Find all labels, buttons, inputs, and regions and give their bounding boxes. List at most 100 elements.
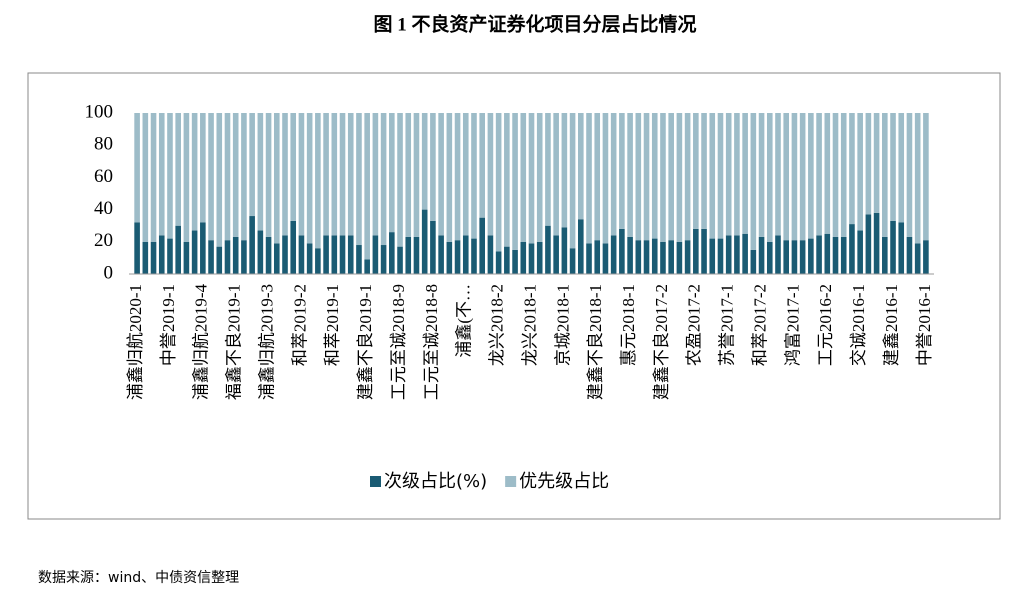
- bar-segment: [372, 235, 379, 274]
- bar-segment: [849, 224, 855, 274]
- bar-segment: [701, 113, 707, 229]
- bar-segment: [594, 113, 601, 241]
- bar-segment: [668, 113, 674, 241]
- bar-segment: [356, 245, 362, 274]
- x-tick-label: 建鑫不良2017-2: [652, 284, 671, 400]
- bar-segment: [643, 113, 650, 241]
- bar-segment: [257, 230, 264, 274]
- bar-segment: [725, 235, 732, 274]
- bar-segment: [725, 113, 732, 236]
- bar-segment: [643, 240, 650, 274]
- bar-segment: [306, 243, 313, 274]
- bar-segment: [898, 113, 905, 223]
- bar-segment: [577, 219, 584, 274]
- bar-segment: [323, 113, 329, 236]
- bar-segment: [734, 235, 740, 274]
- x-tick-label: 工元至诚2018-9: [389, 284, 408, 400]
- bar-segment: [405, 236, 412, 274]
- bar-segment: [158, 113, 165, 236]
- bar-segment: [397, 246, 403, 274]
- bar-segment: [775, 235, 781, 274]
- bar-segment: [241, 240, 247, 274]
- bar-segment: [619, 113, 625, 229]
- bar-segment: [857, 113, 863, 231]
- bar-segment: [766, 241, 773, 274]
- bar-segment: [315, 113, 321, 249]
- bar-segment: [150, 113, 157, 242]
- bar-segment: [224, 113, 231, 241]
- bar-segment: [832, 113, 839, 237]
- bar-segment: [413, 236, 420, 274]
- bar-segment: [651, 113, 658, 239]
- bar-segment: [167, 113, 173, 239]
- bar-segment: [389, 113, 395, 233]
- bar-segment: [577, 113, 584, 220]
- bar-segment: [766, 113, 773, 242]
- bar-segment: [758, 113, 765, 237]
- bar-segment: [290, 220, 297, 274]
- bar-segment: [569, 113, 576, 249]
- bar-segment: [914, 243, 921, 274]
- bar-segment: [865, 214, 872, 274]
- bar-segment: [495, 113, 502, 252]
- x-tick-label: 鸿富2017-1: [783, 284, 802, 366]
- bar-segment: [693, 113, 699, 229]
- bar-segment: [191, 113, 198, 231]
- bar-segment: [865, 113, 872, 215]
- bar-segment: [323, 235, 329, 274]
- bar-segment: [282, 235, 288, 274]
- bar-segment: [249, 216, 255, 274]
- bar-segment: [372, 113, 379, 236]
- y-tick-label: 40: [94, 198, 113, 219]
- y-tick-label: 60: [94, 166, 113, 187]
- bar-segment: [175, 113, 181, 226]
- x-tick-label: 建鑫不良2019-1: [356, 284, 375, 400]
- bar-segment: [306, 113, 313, 244]
- bar-segment: [232, 113, 239, 237]
- bar-segment: [347, 113, 354, 236]
- bar-segment: [890, 220, 896, 274]
- bar-segment: [602, 113, 609, 244]
- bar-segment: [635, 240, 642, 274]
- bar-segment: [610, 113, 617, 236]
- x-tick-label: 中誉2019-1: [159, 284, 178, 366]
- bar-segment: [273, 243, 280, 274]
- bar-segment: [380, 245, 387, 274]
- bar-segment: [421, 209, 428, 274]
- bar-segment: [783, 113, 790, 241]
- bar-segment: [512, 249, 518, 274]
- bar-segment: [840, 113, 847, 237]
- bar-segment: [816, 113, 822, 236]
- x-tick-label: 京城2018-1: [553, 284, 572, 366]
- bar-segment: [175, 225, 181, 274]
- x-tick-label: 中誉2016-1: [915, 284, 934, 366]
- bar-segment: [216, 113, 223, 247]
- x-tick-label: 工元2016-2: [816, 284, 835, 366]
- bar-segment: [487, 113, 494, 236]
- bar-segment: [701, 228, 707, 274]
- bar-segment: [487, 235, 494, 274]
- bar-segment: [536, 241, 543, 274]
- x-tick-label: 和萃2017-2: [750, 284, 769, 366]
- x-tick-label: 浦鑫(不…: [455, 284, 474, 358]
- bar-segment: [783, 240, 790, 274]
- bar-segment: [438, 235, 444, 274]
- bar-segment: [298, 235, 305, 274]
- x-tick-label: 浦鑫归航2019-3: [257, 284, 276, 400]
- bar-segment: [183, 113, 190, 242]
- bar-segment: [265, 113, 272, 237]
- bar-segment: [660, 113, 666, 242]
- bar-segment: [799, 240, 806, 274]
- bar-segment: [668, 240, 674, 274]
- bar-segment: [389, 232, 395, 274]
- bar-segment: [520, 113, 527, 242]
- bar-segment: [413, 113, 420, 237]
- bar-segment: [208, 240, 214, 274]
- chart-frame: [27, 72, 1001, 520]
- bar-segment: [134, 222, 140, 274]
- bar-segment: [545, 113, 551, 226]
- x-tick-label: 交诚2016-1: [849, 284, 868, 366]
- bar-segment: [208, 113, 214, 241]
- bar-segment: [520, 241, 527, 274]
- bar-segment: [717, 238, 724, 274]
